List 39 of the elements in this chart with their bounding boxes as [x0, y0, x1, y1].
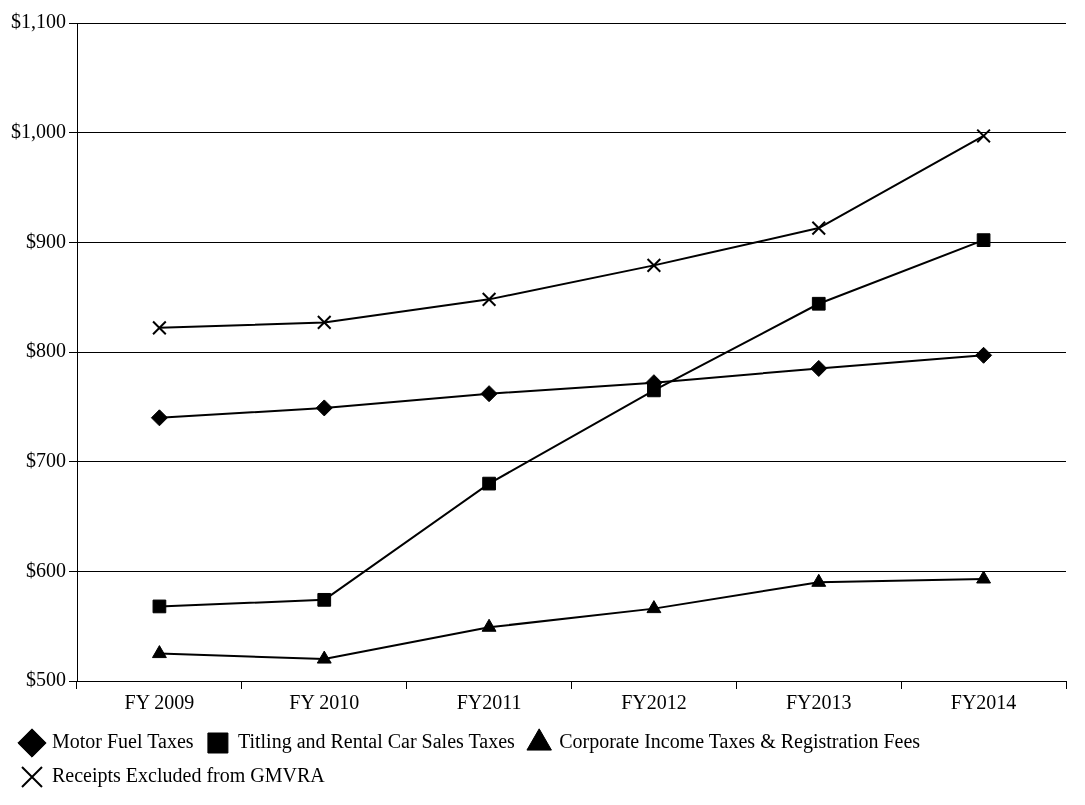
- point: [976, 128, 991, 144]
- point: [480, 385, 498, 403]
- point: [152, 599, 167, 614]
- point: [150, 409, 168, 427]
- point: [152, 320, 167, 336]
- point: [810, 359, 828, 377]
- point: [481, 292, 497, 307]
- point: [975, 346, 993, 364]
- point: [811, 220, 827, 236]
- y-tick-label: $700: [26, 448, 66, 471]
- point: [976, 233, 991, 247]
- point: [316, 650, 332, 664]
- x-tick-label: FY 2009: [124, 691, 195, 714]
- point: [976, 570, 992, 584]
- point: [481, 618, 497, 632]
- y-tick-label: $1,000: [11, 119, 66, 142]
- point: [482, 476, 496, 491]
- legend-label: Motor Fuel Taxes: [52, 730, 194, 753]
- legend-label: Titling and Rental Car Sales Taxes: [237, 730, 516, 754]
- point: [811, 296, 826, 311]
- x-tick-label: FY2013: [785, 691, 852, 714]
- y-tick-label: $500: [26, 668, 66, 691]
- legend-label: Corporate Income Taxes & Registration Fees: [559, 730, 921, 754]
- point: [811, 573, 827, 587]
- y-tick-label: $600: [26, 558, 66, 581]
- x-tick-label: FY2012: [621, 691, 687, 714]
- y-tick-label: $800: [26, 339, 66, 362]
- point: [151, 645, 167, 659]
- point: [317, 592, 332, 607]
- point: [646, 600, 662, 614]
- y-tick-label: $1,100: [11, 10, 66, 33]
- x-tick-label: FY2014: [950, 691, 1017, 714]
- point: [646, 258, 662, 273]
- point: [316, 315, 332, 330]
- y-tick-label: $900: [26, 229, 66, 252]
- legend-label: Receipts Excluded from GMVRA: [52, 764, 326, 788]
- point: [315, 399, 333, 417]
- x-tick-label: FY2011: [456, 691, 522, 714]
- x-tick-label: FY 2010: [289, 691, 360, 714]
